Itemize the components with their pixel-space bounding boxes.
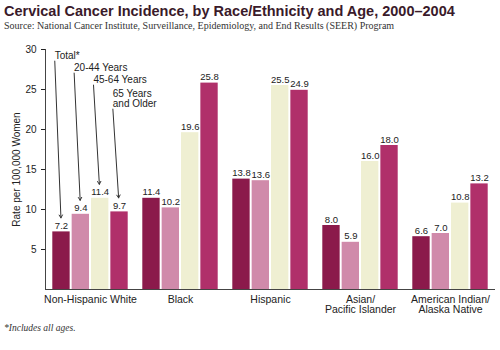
- svg-text:9.7: 9.7: [113, 200, 126, 211]
- svg-text:16.0: 16.0: [361, 150, 380, 161]
- svg-text:30: 30: [25, 44, 37, 55]
- svg-text:Total*: Total*: [55, 50, 80, 61]
- svg-text:Non-Hispanic White: Non-Hispanic White: [44, 293, 137, 305]
- svg-text:10.8: 10.8: [451, 191, 470, 202]
- svg-text:Rate per 100,000 Women: Rate per 100,000 Women: [11, 112, 22, 226]
- svg-text:25.5: 25.5: [271, 74, 290, 85]
- svg-text:7.0: 7.0: [434, 222, 447, 233]
- svg-text:8.0: 8.0: [325, 214, 338, 225]
- svg-text:13.8: 13.8: [232, 167, 251, 178]
- svg-text:15: 15: [25, 164, 37, 175]
- svg-text:11.4: 11.4: [143, 186, 161, 197]
- svg-text:5.9: 5.9: [344, 230, 357, 241]
- svg-text:65 Yearsand Older: 65 Yearsand Older: [113, 88, 158, 109]
- svg-text:24.9: 24.9: [290, 78, 309, 89]
- svg-text:10: 10: [25, 204, 37, 215]
- svg-text:45-64 Years: 45-64 Years: [93, 74, 146, 85]
- svg-text:6.6: 6.6: [415, 225, 428, 236]
- svg-text:18.0: 18.0: [380, 134, 399, 145]
- svg-text:5: 5: [31, 244, 37, 255]
- svg-text:25.8: 25.8: [200, 71, 219, 82]
- svg-text:25: 25: [25, 84, 37, 95]
- svg-text:American Indian/Alaska Native: American Indian/Alaska Native: [411, 293, 490, 315]
- svg-text:9.4: 9.4: [74, 202, 87, 213]
- svg-text:Asian/Pacific Islander: Asian/Pacific Islander: [325, 293, 397, 315]
- svg-text:19.6: 19.6: [181, 121, 200, 132]
- svg-text:11.4: 11.4: [91, 186, 109, 197]
- svg-text:13.2: 13.2: [470, 172, 489, 183]
- svg-text:13.6: 13.6: [252, 169, 271, 180]
- html-text:*Includes all ages.: *Includes all ages.: [4, 323, 76, 333]
- svg-text:Black: Black: [168, 293, 194, 305]
- svg-text:10.2: 10.2: [162, 196, 181, 207]
- svg-text:20: 20: [25, 124, 37, 135]
- html-text:Source: National Cancer Instit: Source: National Cancer Institute, Surve…: [4, 20, 395, 31]
- svg-text:7.2: 7.2: [55, 220, 68, 231]
- svg-text:20-44 Years: 20-44 Years: [74, 62, 127, 73]
- svg-text:Hispanic: Hispanic: [250, 293, 290, 305]
- html-text:Cervical Cancer Incidence, by: Cervical Cancer Incidence, by Race/Ethni…: [4, 3, 455, 19]
